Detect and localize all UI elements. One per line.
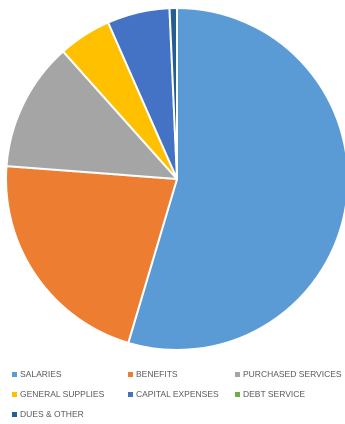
legend-row: SALARIES BENEFITS PURCHASED SERVICES xyxy=(12,364,342,384)
legend-swatch xyxy=(235,391,240,397)
pie-slice-purchased-services xyxy=(5,50,178,180)
legend-item-purchased-services: PURCHASED SERVICES xyxy=(235,369,342,379)
legend-item-dues-other: DUES & OTHER xyxy=(12,409,128,419)
legend-label: PURCHASED SERVICES xyxy=(243,369,342,379)
legend-item-capital-expenses: CAPITAL EXPENSES xyxy=(128,389,235,399)
legend-swatch xyxy=(128,391,133,397)
pie-slice-dues-other xyxy=(168,7,178,180)
legend-item-salaries: SALARIES xyxy=(12,369,128,379)
legend-swatch xyxy=(12,411,17,417)
legend-item-general-supplies: GENERAL SUPPLIES xyxy=(12,389,128,399)
legend-swatch xyxy=(12,371,17,377)
legend-swatch xyxy=(235,371,240,377)
chart-legend: SALARIES BENEFITS PURCHASED SERVICES GEN… xyxy=(12,364,342,424)
legend-label: SALARIES xyxy=(20,369,62,379)
legend-item-benefits: BENEFITS xyxy=(128,369,235,379)
legend-label: CAPITAL EXPENSES xyxy=(136,389,219,399)
pie-slice-salaries xyxy=(127,7,345,351)
pie-slice-benefits xyxy=(5,165,178,344)
legend-row: DUES & OTHER xyxy=(12,404,342,424)
legend-swatch xyxy=(12,391,17,397)
legend-label: BENEFITS xyxy=(136,369,178,379)
legend-item-debt-service: DEBT SERVICE xyxy=(235,389,340,399)
legend-row: GENERAL SUPPLIES CAPITAL EXPENSES DEBT S… xyxy=(12,384,342,404)
legend-label: DUES & OTHER xyxy=(20,409,84,419)
legend-label: GENERAL SUPPLIES xyxy=(20,389,105,399)
pie-chart xyxy=(5,7,345,351)
legend-swatch xyxy=(128,371,133,377)
legend-label: DEBT SERVICE xyxy=(243,389,306,399)
